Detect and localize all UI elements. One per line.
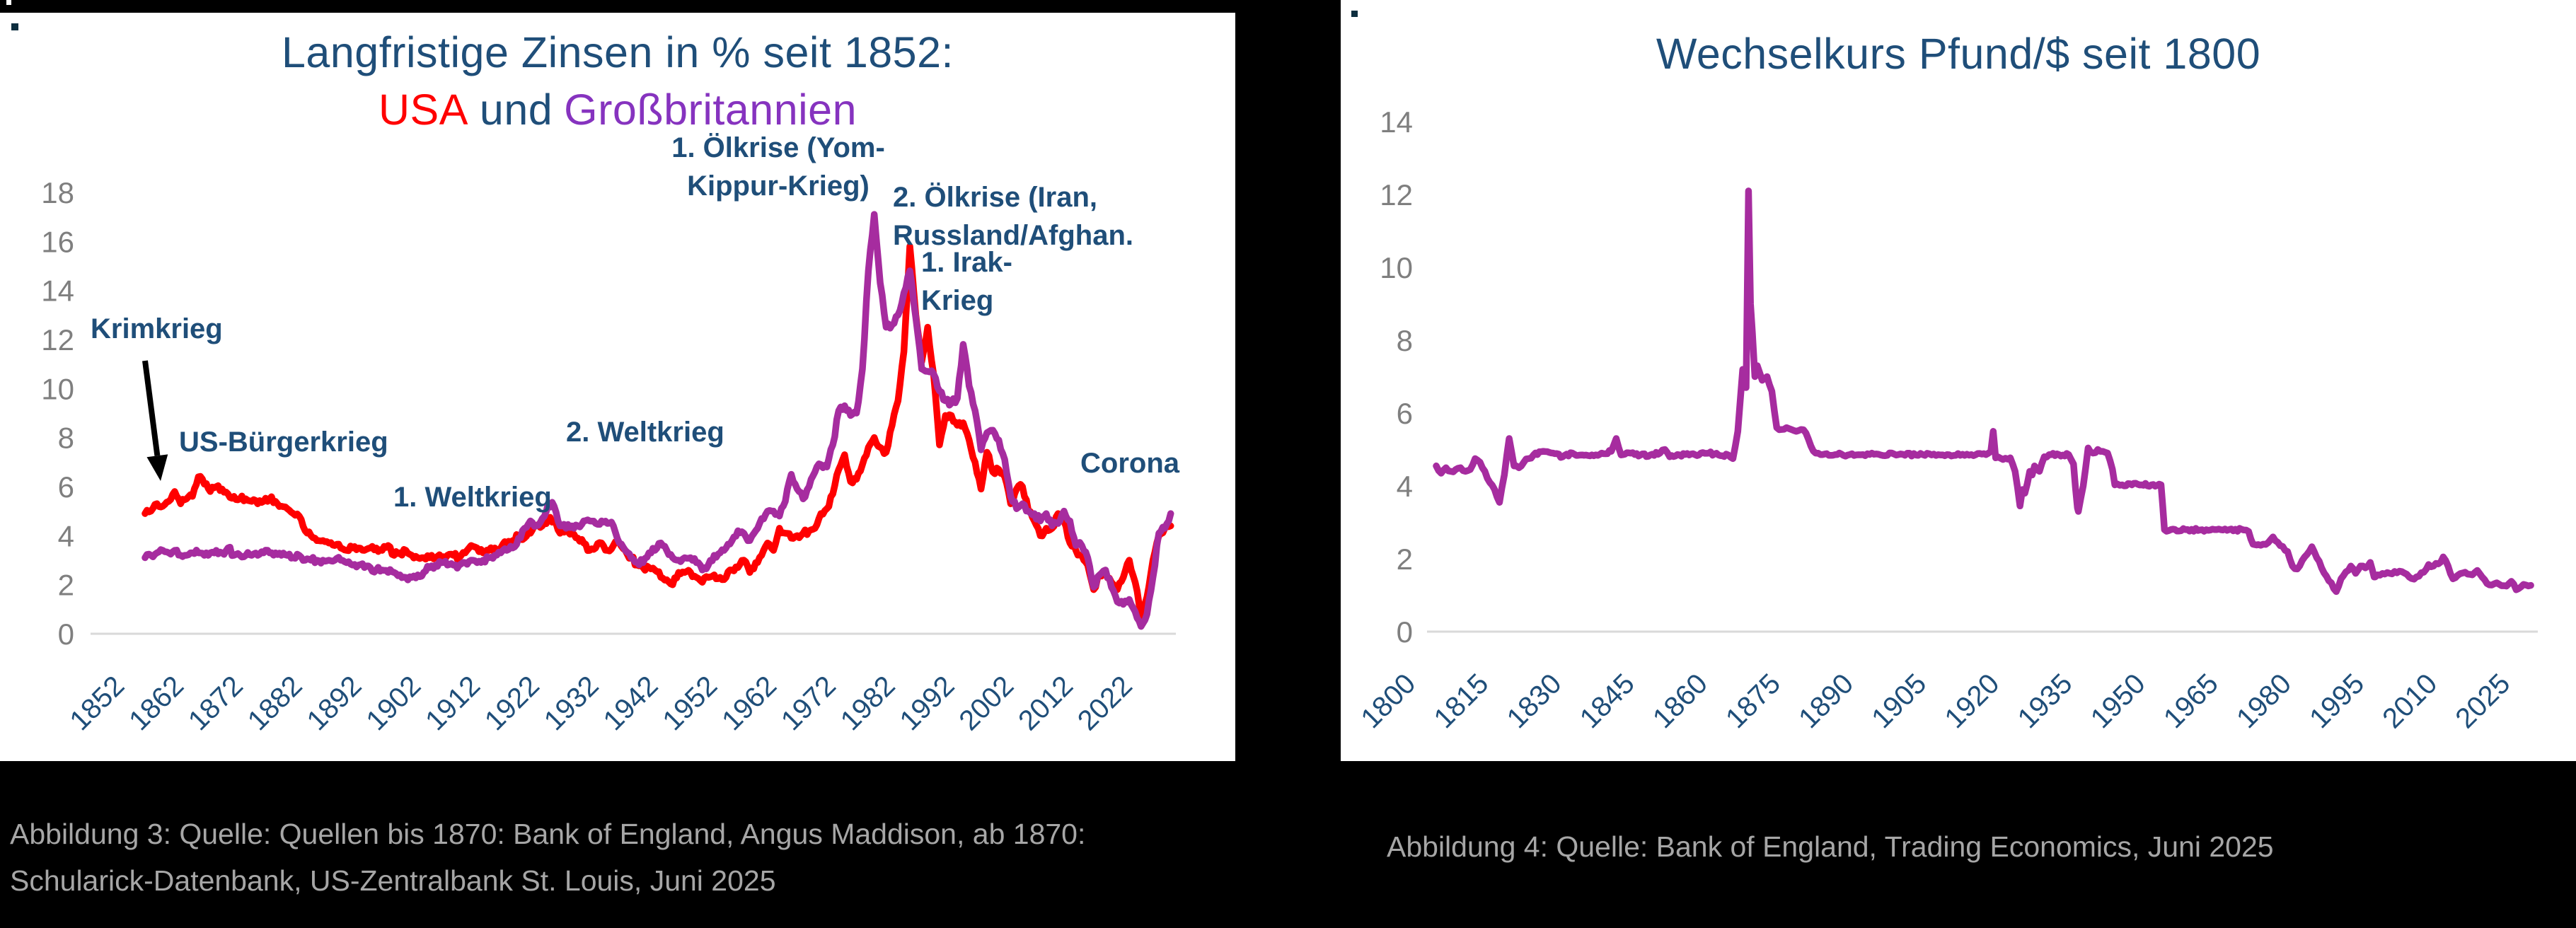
figure4-panel: 0 2 4 6 8 10 12 14 1800 1815 1830 1845 1860 1875 1890 1… bbox=[1341, 0, 2576, 761]
x-tick-label: 1912 bbox=[420, 670, 486, 736]
x-tick-label: 1992 bbox=[894, 670, 961, 736]
gb-series-label: Großbritannien bbox=[564, 86, 857, 134]
y-tick-label: 10 bbox=[1380, 251, 1413, 284]
x-tick-label: 1830 bbox=[1501, 668, 1568, 734]
x-tick-label: 1942 bbox=[598, 670, 664, 736]
x-tick-label: 1892 bbox=[301, 670, 368, 736]
x-tick-label: 1995 bbox=[2304, 668, 2370, 734]
x-tick-label: 1845 bbox=[1574, 668, 1641, 734]
figure3-panel: 0 2 4 6 8 10 12 14 16 18 1852 1862 1872 1882 1892 1902 1… bbox=[0, 13, 1235, 761]
y-tick-label: 8 bbox=[58, 422, 74, 455]
x-tick-label: 1852 bbox=[64, 670, 130, 736]
x-tick-label: 1932 bbox=[538, 670, 605, 736]
x-tick-label: 1980 bbox=[2231, 668, 2297, 734]
series-line-pfund- bbox=[1433, 187, 2534, 596]
figure3-caption-line1: Abbildung 3: Quelle: Quellen bis 1870: B… bbox=[10, 818, 1086, 850]
y-tick-label: 14 bbox=[41, 274, 74, 308]
figure3-title-line1: Langfristige Zinsen in % seit 1852: bbox=[282, 28, 954, 76]
y-tick-label: 4 bbox=[1397, 470, 1413, 503]
usa-series-label: USA bbox=[378, 86, 468, 134]
krimkrieg-arrow bbox=[142, 360, 161, 456]
x-tick-label: 1815 bbox=[1428, 668, 1494, 734]
y-tick-label: 14 bbox=[1380, 105, 1413, 139]
series-line-gro-britannien bbox=[141, 211, 1174, 630]
y-tick-label: 16 bbox=[41, 225, 74, 258]
x-tick-label: 1922 bbox=[479, 670, 545, 736]
chart-annotation: 1. Ölkrise (Yom- Kippur-Krieg) bbox=[671, 132, 885, 202]
figure3-title: Langfristige Zinsen in % seit 1852: USA u… bbox=[0, 24, 1235, 139]
x-tick-label: 2010 bbox=[2376, 668, 2443, 734]
bullet-square-icon bbox=[1351, 11, 1358, 17]
x-tick-label: 1862 bbox=[123, 670, 190, 736]
chart-annotation: Krimkrieg bbox=[91, 313, 223, 344]
krimkrieg-arrowhead bbox=[146, 454, 168, 481]
x-tick-label: 1950 bbox=[2085, 668, 2152, 734]
x-tick-label: 1972 bbox=[775, 670, 842, 736]
chart-annotation: 1. Irak- Krieg bbox=[921, 247, 1012, 316]
corner-speck bbox=[6, 0, 11, 5]
x-tick-label: 1920 bbox=[1939, 668, 2005, 734]
figure4-caption: Abbildung 4: Quelle: Bank of England, Tr… bbox=[1387, 830, 2274, 863]
x-tick-label: 2012 bbox=[1012, 670, 1079, 736]
y-tick-label: 4 bbox=[58, 519, 74, 552]
interest-rates-chart: 0246810121416181852186218721882189219021… bbox=[41, 176, 1176, 736]
x-tick-label: 1965 bbox=[2158, 668, 2224, 734]
chart-annotation: 2. Weltkrieg bbox=[566, 417, 724, 448]
y-tick-label: 12 bbox=[1380, 178, 1413, 211]
x-tick-label: 1860 bbox=[1647, 668, 1714, 734]
y-tick-label: 6 bbox=[1397, 397, 1413, 430]
x-tick-label: 2025 bbox=[2449, 668, 2516, 734]
chart-annotation: Corona bbox=[1080, 448, 1179, 479]
y-tick-label: 2 bbox=[58, 569, 74, 602]
x-tick-label: 2022 bbox=[1072, 670, 1138, 736]
x-tick-label: 1982 bbox=[835, 670, 901, 736]
figure3-title-line2: USA und Großbritannien bbox=[0, 81, 1235, 139]
y-tick-label: 0 bbox=[1397, 615, 1413, 649]
y-tick-label: 10 bbox=[41, 372, 74, 405]
x-tick-label: 1890 bbox=[1793, 668, 1859, 734]
chart-annotation: 1. Weltkrieg bbox=[393, 482, 552, 513]
title-connector: und bbox=[479, 86, 553, 134]
x-tick-label: 1875 bbox=[1720, 668, 1786, 734]
x-tick-label: 1800 bbox=[1355, 668, 1421, 734]
y-tick-label: 12 bbox=[41, 323, 74, 356]
x-tick-label: 1872 bbox=[183, 670, 249, 736]
bullet-square-icon bbox=[11, 23, 18, 30]
y-tick-label: 2 bbox=[1397, 543, 1413, 576]
y-tick-label: 6 bbox=[58, 470, 74, 504]
x-tick-label: 1952 bbox=[657, 670, 723, 736]
x-tick-label: 1962 bbox=[716, 670, 782, 736]
y-tick-label: 18 bbox=[41, 176, 74, 209]
chart-annotation: 2. Ölkrise (Iran, Russland/Afghan. bbox=[893, 182, 1134, 251]
x-tick-label: 1882 bbox=[242, 670, 308, 736]
figure3-caption: Abbildung 3: Quelle: Quellen bis 1870: B… bbox=[10, 811, 1085, 904]
series-line-usa bbox=[141, 243, 1174, 620]
figure4-title: Wechselkurs Pfund/$ seit 1800 bbox=[1656, 30, 2261, 78]
x-tick-label: 1935 bbox=[2012, 668, 2079, 734]
figure3-caption-line2: Schularick-Datenbank, US-Zentralbank St.… bbox=[10, 864, 776, 897]
y-tick-label: 8 bbox=[1397, 324, 1413, 357]
chart-annotation: US-Bürgerkrieg bbox=[179, 427, 388, 458]
x-tick-label: 1905 bbox=[1866, 668, 1932, 734]
x-tick-label: 1902 bbox=[360, 670, 427, 736]
x-tick-label: 2002 bbox=[953, 670, 1020, 736]
y-tick-label: 0 bbox=[58, 617, 74, 651]
